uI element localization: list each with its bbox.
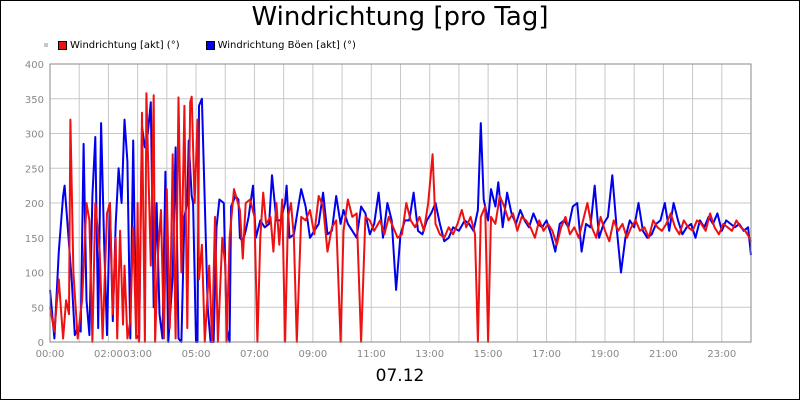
x-tick-label: 23:00 <box>707 349 736 360</box>
x-tick-label: 05:00 <box>182 349 211 360</box>
legend-swatch-blue <box>205 40 215 50</box>
x-axis-date-label: 07.12 <box>375 366 425 386</box>
y-tick-label: 0 <box>38 338 44 349</box>
x-tick-label: 21:00 <box>649 349 678 360</box>
legend-marker-dot <box>44 43 48 47</box>
series-line-windrichtung <box>49 92 752 343</box>
y-tick-label: 300 <box>25 130 44 141</box>
legend-label-boeen: Windrichtung Böen [akt] (°) <box>217 39 356 51</box>
y-tick-label: 150 <box>25 234 44 245</box>
plot-border <box>49 63 752 343</box>
legend-swatch-red <box>58 40 67 50</box>
x-tick-label: 17:00 <box>532 349 561 360</box>
chart-title: Windrichtung [pro Tag] <box>251 2 549 32</box>
x-tick-label: 11:00 <box>357 349 386 360</box>
x-tick-label: 07:00 <box>240 349 269 360</box>
y-tick-label: 200 <box>25 199 44 210</box>
x-tick-label: 19:00 <box>591 349 620 360</box>
y-tick-label: 100 <box>25 269 44 280</box>
chart-legend: Windrichtung [akt] (°) Windrichtung Böen… <box>44 38 382 52</box>
y-tick-label: 400 <box>25 60 44 71</box>
x-tick-label: 09:00 <box>298 349 327 360</box>
legend-item-boeen: Windrichtung Böen [akt] (°) <box>205 39 356 51</box>
x-tick-label: 03:00 <box>123 349 152 360</box>
x-tick-label: 02:00 <box>94 349 123 360</box>
legend-item-windrichtung: Windrichtung [akt] (°) <box>58 40 180 51</box>
x-tick-label: 13:00 <box>415 349 444 360</box>
legend-label-windrichtung: Windrichtung [akt] (°) <box>70 39 180 51</box>
x-tick-label: 15:00 <box>474 349 503 360</box>
y-tick-label: 50 <box>31 303 44 314</box>
y-tick-label: 250 <box>25 164 44 175</box>
x-tick-label: 00:00 <box>36 349 65 360</box>
y-tick-label: 350 <box>25 95 44 106</box>
